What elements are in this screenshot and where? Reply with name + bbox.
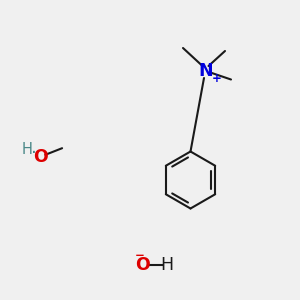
Text: H: H — [160, 256, 174, 274]
Text: +: + — [212, 71, 222, 85]
Text: −: − — [135, 249, 144, 262]
Text: O: O — [135, 256, 150, 274]
Text: O: O — [33, 148, 48, 166]
Text: ·: · — [31, 144, 37, 163]
Text: H: H — [21, 142, 32, 158]
Text: N: N — [198, 61, 213, 80]
